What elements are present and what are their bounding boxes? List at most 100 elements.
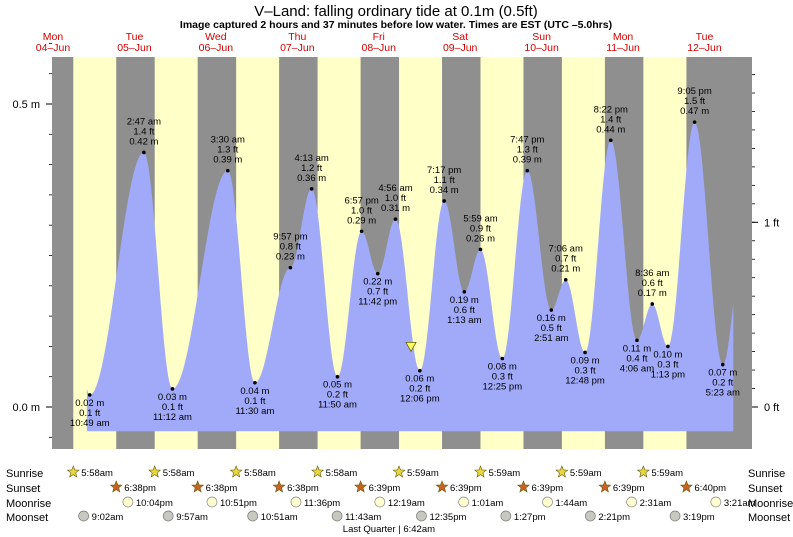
tide-point	[87, 393, 92, 397]
tide-point	[583, 350, 587, 355]
sunrise-icon	[555, 465, 569, 478]
moonrise-icon	[374, 496, 386, 508]
row-label-moonrise-right: Moonrise	[748, 498, 793, 510]
extreme-time-label: 4:13 am	[294, 153, 328, 164]
extreme-m-label: 0.07 m	[708, 368, 737, 379]
extreme-m-label: 0.05 m	[323, 380, 352, 391]
extreme-ft-label: 0.3 ft	[657, 359, 678, 370]
extreme-m-label: 0.44 m	[596, 124, 625, 135]
extreme-m-label: 0.04 m	[240, 386, 269, 397]
moonset-icon	[584, 510, 596, 522]
tide-extreme-high: 9:57 pm0.8 ft0.23 m	[273, 232, 308, 270]
tide-extreme-high: 5:59 am0.9 ft0.26 m	[463, 213, 498, 252]
extreme-ft-label: 0.8 ft	[280, 242, 301, 253]
day-name-label: Mon	[43, 31, 64, 43]
moonset-time: 9:02am	[92, 512, 124, 523]
day-date-label: 10–Jun	[524, 42, 559, 54]
extreme-time-label: 11:42 pm	[358, 297, 397, 308]
sunset-icon	[354, 480, 368, 493]
extreme-m-label: 0.42 m	[129, 136, 158, 147]
extreme-time-label: 9:05 pm	[677, 86, 711, 97]
sunrise-icon	[392, 465, 406, 478]
sunrise-time: 5:58am	[81, 468, 113, 479]
tide-extreme-low: 0.19 m0.6 ft1:13 am	[447, 290, 482, 326]
day-date-label: 06–Jun	[199, 42, 234, 54]
extreme-time-label: 6:57 pm	[344, 195, 378, 206]
day-name-label: Mon	[613, 31, 634, 43]
sunrise-icon	[636, 465, 650, 478]
extreme-m-label: 0.36 m	[297, 173, 326, 184]
moonrise-time: 1:44am	[555, 498, 587, 509]
day-date-label: 11–Jun	[606, 42, 640, 54]
extreme-ft-label: 0.6 ft	[454, 305, 475, 316]
moonset-time: 2:21pm	[598, 512, 630, 523]
extreme-m-label: 0.26 m	[466, 233, 495, 244]
day-date-label: 09–Jun	[443, 42, 478, 54]
extreme-m-label: 0.02 m	[75, 398, 104, 409]
extreme-m-label: 0.22 m	[363, 277, 392, 288]
almanac-panel: Sunrise Sunrise Sunset Sunset Moonrise Moonri…	[6, 465, 793, 535]
tide-point	[170, 387, 175, 391]
tide-extreme-high: 6:57 pm1.0 ft0.29 m	[344, 195, 379, 234]
tide-point	[393, 217, 398, 221]
sunrise-icon	[229, 465, 243, 478]
extreme-ft-label: 0.2 ft	[409, 384, 430, 395]
tide-point	[142, 150, 146, 155]
extreme-ft-label: 0.3 ft	[492, 372, 513, 383]
moonset-time: 9:57am	[176, 512, 208, 523]
left-axis-label: 0.5 m	[12, 99, 40, 111]
day-name-label: Wed	[205, 31, 227, 43]
tide-point	[478, 247, 483, 252]
moonset-time: 12:35pm	[429, 512, 466, 523]
moonrise-time: 10:04pm	[136, 498, 173, 509]
extreme-ft-label: 0.7 ft	[555, 254, 576, 265]
extreme-time-label: 12:06 pm	[400, 394, 440, 405]
sunrise-time: 5:58am	[244, 468, 276, 479]
extreme-time-label: 10:49 am	[70, 418, 110, 429]
extreme-m-label: 0.39 m	[513, 155, 542, 166]
row-label-sunrise-right: Sunrise	[748, 468, 785, 480]
day-date-label: 08–Jun	[362, 42, 397, 54]
extreme-time-label: 11:30 am	[235, 406, 274, 417]
extreme-time-label: 5:59 am	[463, 213, 497, 224]
moonrise-time: 1:01am	[472, 498, 504, 509]
day-date-label: 12–Jun	[687, 42, 722, 54]
tide-point	[225, 168, 230, 173]
extreme-time-label: 5:23 am	[706, 388, 740, 399]
extreme-m-label: 0.17 m	[638, 288, 667, 299]
moonrise-time: 10:51pm	[220, 498, 257, 509]
extreme-time-label: 2:51 am	[534, 333, 568, 344]
extreme-ft-label: 1.1 ft	[434, 175, 455, 186]
tide-extreme-high: 7:47 pm1.3 ft0.39 m	[510, 135, 545, 173]
extreme-m-label: 0.23 m	[276, 252, 305, 263]
day-name-label: Sun	[532, 31, 551, 43]
extreme-ft-label: 1.3 ft	[217, 145, 238, 156]
day-date-label: 07–Jun	[280, 42, 315, 54]
tide-extreme-low: 0.16 m0.5 ft2:51 am	[534, 308, 569, 344]
day-date-label: 05–Jun	[117, 42, 152, 54]
sunrise-time: 5:59am	[651, 468, 683, 479]
extreme-time-label: 12:25 pm	[483, 382, 523, 393]
tide-point	[375, 271, 380, 276]
day-date-label: 04–Jun	[36, 42, 71, 54]
moonrise-icon	[122, 496, 134, 508]
moonrise-time: 12:19am	[388, 498, 425, 509]
tide-extreme-high: 4:13 am1.2 ft0.36 m	[294, 153, 329, 191]
extreme-time-label: 7:06 am	[549, 244, 583, 255]
sunset-time: 6:40pm	[694, 483, 726, 494]
sunrise-time: 5:59am	[488, 468, 520, 479]
tide-area	[86, 122, 734, 432]
tide-point	[500, 356, 505, 361]
extreme-ft-label: 1.4 ft	[600, 114, 621, 125]
sunset-icon	[109, 480, 123, 493]
extreme-ft-label: 0.6 ft	[642, 278, 663, 289]
moonset-icon	[331, 510, 343, 522]
extreme-ft-label: 0.7 ft	[367, 287, 388, 298]
extreme-ft-label: 0.4 ft	[626, 353, 647, 364]
